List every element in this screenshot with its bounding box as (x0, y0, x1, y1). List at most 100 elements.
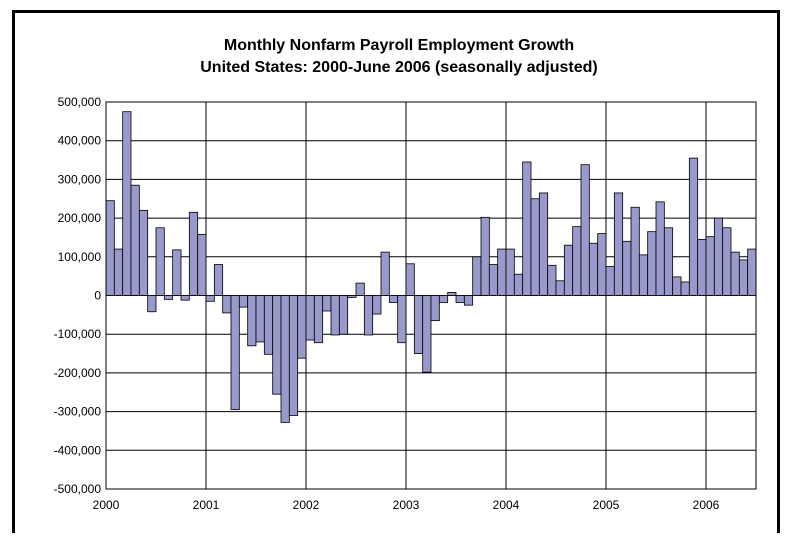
chart-frame: Monthly Nonfarm Payroll Employment Growt… (12, 10, 780, 533)
bar (413, 295, 424, 354)
bar (530, 198, 540, 296)
bar (688, 157, 699, 296)
y-tick-label: -200,000 (54, 366, 102, 380)
bar (738, 259, 749, 296)
bar (447, 292, 457, 296)
bar (630, 206, 640, 296)
x-tick-label: 2002 (293, 498, 320, 512)
bar (247, 295, 257, 347)
bar (713, 217, 724, 296)
bar (580, 164, 590, 296)
bar (363, 295, 374, 336)
y-tick-label: -500,000 (54, 482, 102, 496)
y-tick-label: -300,000 (54, 405, 102, 419)
bar (405, 263, 415, 296)
bars (105, 111, 757, 423)
bar (330, 295, 340, 336)
bar (672, 276, 682, 296)
x-axis-tick-labels: 2000 2001 2002 2003 2004 2005 2006 (93, 498, 720, 512)
bar (747, 248, 757, 296)
y-tick-label: 400,000 (58, 134, 102, 148)
bar (555, 280, 565, 296)
bar (163, 295, 174, 300)
bar (297, 295, 307, 359)
bar (655, 201, 665, 296)
bar (472, 256, 482, 296)
bar (455, 295, 465, 303)
bar (513, 273, 524, 296)
bar (397, 295, 407, 344)
bar (105, 200, 115, 296)
bar (322, 295, 332, 312)
bar (130, 184, 140, 296)
bar (122, 111, 132, 296)
y-tick-label: -400,000 (54, 443, 102, 457)
bar (505, 248, 515, 296)
bar (488, 264, 499, 296)
bar (597, 233, 607, 296)
bar (205, 295, 215, 302)
bar (497, 248, 507, 296)
y-tick-label: 100,000 (58, 250, 102, 264)
bar (147, 295, 157, 313)
bar (705, 236, 715, 296)
bar (480, 216, 490, 296)
bar (155, 227, 165, 296)
bar (380, 251, 390, 296)
bar (313, 295, 324, 344)
x-tick-label: 2006 (693, 498, 720, 512)
bar (180, 295, 190, 301)
bar (372, 295, 382, 315)
bar (230, 295, 240, 411)
bar (638, 254, 649, 296)
bar (338, 295, 349, 335)
bar (113, 248, 124, 296)
bar (280, 295, 290, 423)
bar (622, 240, 632, 296)
bar (547, 264, 557, 296)
bar (138, 209, 149, 296)
y-tick-label: 500,000 (58, 95, 102, 109)
bar (388, 295, 399, 303)
bar (272, 295, 282, 395)
y-tick-label: -100,000 (54, 327, 102, 341)
bar (172, 249, 182, 296)
bar (438, 295, 449, 303)
bar (697, 238, 707, 296)
y-tick-label: 0 (94, 289, 101, 303)
bar (463, 295, 474, 306)
y-axis-tick-labels: 500,000 400,000 300,000 200,000 100,000 0 -100… (54, 95, 102, 496)
bar (605, 266, 615, 296)
bar (613, 192, 624, 296)
bar (347, 295, 357, 298)
bar (647, 231, 657, 296)
bar (255, 295, 265, 343)
x-tick-label: 2000 (93, 498, 120, 512)
bar (588, 242, 599, 296)
bar (188, 211, 199, 296)
bar (522, 161, 532, 296)
y-tick-label: 300,000 (58, 172, 102, 186)
bar (730, 251, 740, 296)
bar (422, 295, 432, 373)
chart-subtitle: United States: 2000-June 2006 (seasonall… (200, 59, 598, 76)
bar (263, 295, 274, 355)
bar (355, 282, 365, 296)
bar (430, 295, 440, 322)
bar (288, 295, 299, 416)
chart-title: Monthly Nonfarm Payroll Employment Growt… (223, 37, 575, 54)
bar (572, 226, 582, 296)
x-tick-label: 2004 (493, 498, 520, 512)
bar (197, 233, 207, 296)
bar (722, 227, 732, 296)
bar (538, 192, 549, 296)
bar (213, 264, 224, 296)
x-tick-label: 2005 (593, 498, 620, 512)
x-tick-label: 2001 (193, 498, 220, 512)
bar (305, 295, 315, 341)
plot-area-border (105, 101, 757, 490)
y-tick-label: 200,000 (58, 211, 102, 225)
bar (680, 281, 690, 296)
bar (563, 244, 574, 296)
x-tick-label: 2003 (393, 498, 420, 512)
